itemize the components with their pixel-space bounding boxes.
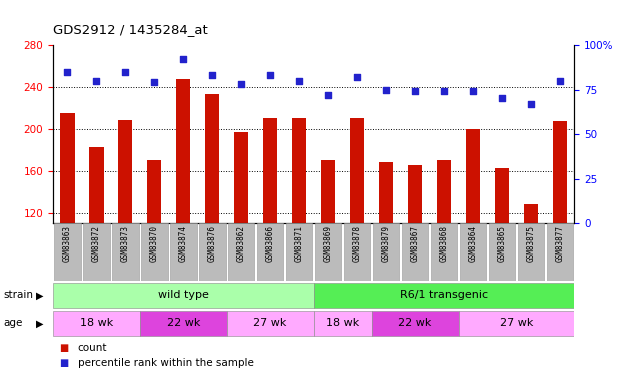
Bar (489, 223, 515, 281)
Bar (118, 120, 132, 223)
Bar (408, 165, 422, 223)
Point (439, 88, 449, 94)
Text: GSM83870: GSM83870 (150, 225, 159, 262)
Text: 18 wk: 18 wk (326, 318, 359, 328)
Bar (140, 311, 227, 336)
Bar (170, 223, 196, 281)
Text: GSM83879: GSM83879 (381, 225, 391, 262)
Text: GSM83874: GSM83874 (179, 225, 188, 262)
Bar (257, 223, 283, 281)
Point (526, 101, 536, 107)
Point (265, 72, 275, 78)
Bar (176, 78, 191, 223)
Text: ■: ■ (59, 343, 68, 353)
Bar (379, 162, 393, 223)
Bar (227, 311, 314, 336)
Bar (344, 223, 370, 281)
Bar (518, 223, 544, 281)
Bar (234, 132, 248, 223)
Text: GSM83871: GSM83871 (294, 225, 304, 262)
Point (497, 96, 507, 102)
Bar (402, 223, 428, 281)
Point (149, 80, 159, 86)
Text: ▶: ▶ (36, 290, 43, 300)
Bar (350, 118, 365, 223)
Point (178, 56, 188, 62)
Bar (524, 204, 538, 223)
Bar (466, 129, 480, 223)
Text: GSM83873: GSM83873 (120, 225, 130, 262)
Bar (495, 168, 509, 223)
Bar (431, 223, 457, 281)
Point (555, 78, 565, 84)
Point (352, 74, 362, 80)
Text: GSM83878: GSM83878 (353, 225, 361, 262)
Text: percentile rank within the sample: percentile rank within the sample (78, 358, 253, 368)
Text: wild type: wild type (158, 290, 209, 300)
Bar (437, 160, 451, 223)
Text: GSM83868: GSM83868 (440, 225, 448, 262)
Bar (546, 223, 573, 281)
Bar (314, 311, 371, 336)
Bar (314, 283, 574, 308)
Text: GSM83867: GSM83867 (410, 225, 420, 262)
Point (381, 87, 391, 93)
Point (62, 69, 72, 75)
Text: GSM83869: GSM83869 (324, 225, 333, 262)
Bar (321, 160, 335, 223)
Text: 27 wk: 27 wk (500, 318, 533, 328)
Bar (205, 94, 219, 223)
Bar (83, 223, 109, 281)
Bar (458, 311, 574, 336)
Text: GSM83875: GSM83875 (527, 225, 535, 262)
Bar (373, 223, 399, 281)
Text: GSM83862: GSM83862 (237, 225, 246, 262)
Bar (60, 113, 75, 223)
Bar (53, 283, 314, 308)
Bar (553, 122, 567, 223)
Bar (286, 223, 312, 281)
Bar (89, 147, 104, 223)
Text: 22 wk: 22 wk (166, 318, 200, 328)
Point (207, 72, 217, 78)
Text: GDS2912 / 1435284_at: GDS2912 / 1435284_at (53, 22, 207, 36)
Bar (228, 223, 255, 281)
Bar (263, 118, 278, 223)
Text: age: age (3, 318, 22, 328)
Text: GSM83876: GSM83876 (207, 225, 217, 262)
Point (91, 78, 101, 84)
Text: strain: strain (3, 290, 33, 300)
Bar (292, 118, 306, 223)
Text: GSM83863: GSM83863 (63, 225, 72, 262)
Text: GSM83866: GSM83866 (266, 225, 274, 262)
Point (410, 88, 420, 94)
Bar (147, 160, 161, 223)
Text: 22 wk: 22 wk (398, 318, 432, 328)
Text: GSM83877: GSM83877 (555, 225, 564, 262)
Bar (371, 311, 458, 336)
Bar (53, 311, 140, 336)
Text: ■: ■ (59, 358, 68, 368)
Point (236, 81, 246, 87)
Text: GSM83864: GSM83864 (468, 225, 478, 262)
Bar (199, 223, 225, 281)
Point (120, 69, 130, 75)
Bar (315, 223, 342, 281)
Text: 18 wk: 18 wk (79, 318, 113, 328)
Bar (112, 223, 138, 281)
Bar (141, 223, 168, 281)
Text: GSM83872: GSM83872 (92, 225, 101, 262)
Text: ▶: ▶ (36, 318, 43, 328)
Text: count: count (78, 343, 107, 353)
Bar (460, 223, 486, 281)
Point (294, 78, 304, 84)
Text: R6/1 transgenic: R6/1 transgenic (400, 290, 488, 300)
Point (468, 88, 478, 94)
Bar (54, 223, 81, 281)
Text: 27 wk: 27 wk (253, 318, 287, 328)
Text: GSM83865: GSM83865 (497, 225, 507, 262)
Point (323, 92, 333, 98)
